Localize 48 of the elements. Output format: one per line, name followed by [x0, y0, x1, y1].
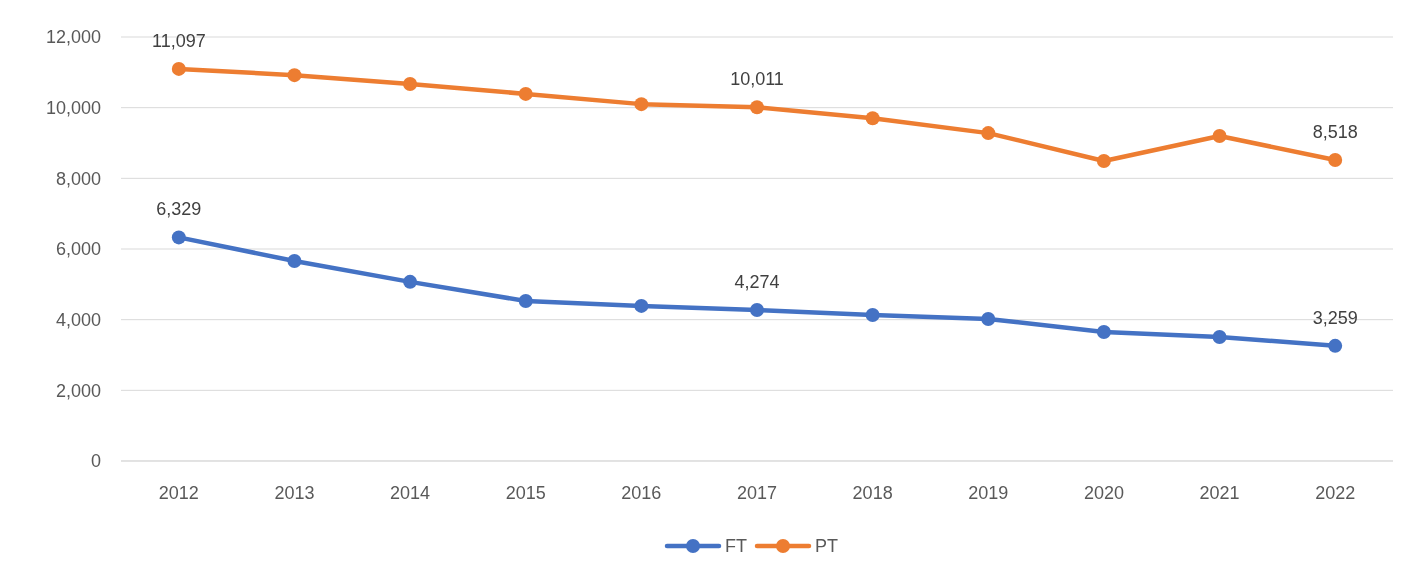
point: [981, 311, 996, 326]
point: [634, 97, 649, 112]
point: [518, 86, 533, 101]
y-tick-label: 8,000: [55, 168, 101, 189]
x-tick-label: 2014: [390, 483, 431, 503]
y-tick-label: 0: [90, 451, 101, 472]
point: [634, 298, 649, 313]
point: [750, 100, 764, 115]
point: [865, 111, 880, 126]
y-tick-label: 2,000: [55, 380, 101, 401]
y-tick-label: 10,000: [45, 97, 101, 118]
point: [1212, 128, 1227, 143]
point: [865, 308, 880, 323]
point: [403, 274, 418, 289]
point: [518, 293, 533, 308]
point: [981, 126, 996, 141]
data-label: 3,259: [1312, 307, 1358, 328]
point: [1212, 329, 1227, 344]
point: [171, 230, 186, 245]
point: [1328, 338, 1343, 353]
point: [750, 302, 764, 317]
point: [403, 76, 418, 91]
point: [1096, 325, 1111, 340]
point: [1328, 153, 1343, 168]
x-tick-label: 2020: [1083, 483, 1124, 503]
y-tick-label: 12,000: [45, 27, 101, 48]
x-tick-label: 2021: [1199, 483, 1240, 503]
legend-label: PT: [815, 536, 839, 557]
point: [1096, 154, 1111, 169]
legend-label: FT: [725, 536, 747, 557]
point: [287, 68, 302, 83]
x-tick-label: 2012: [158, 483, 199, 503]
data-label: 10,011: [730, 69, 784, 90]
x-tick-label: 2018: [852, 483, 893, 503]
point: [287, 254, 302, 269]
data-label: 11,097: [151, 30, 206, 51]
x-tick-label: 2019: [968, 483, 1009, 503]
point: [171, 61, 186, 76]
x-tick-label: 2017: [736, 483, 778, 503]
y-tick-label: 6,000: [55, 239, 101, 260]
data-label: 4,274: [734, 271, 780, 292]
x-tick-label: 2013: [274, 483, 315, 503]
x-tick-label: 2022: [1315, 483, 1356, 503]
x-tick-label: 2016: [621, 483, 662, 503]
data-label: 8,518: [1312, 122, 1358, 143]
y-tick-label: 4,000: [55, 309, 101, 330]
data-label: 6,329: [156, 199, 202, 220]
x-tick-label: 2015: [505, 483, 546, 503]
